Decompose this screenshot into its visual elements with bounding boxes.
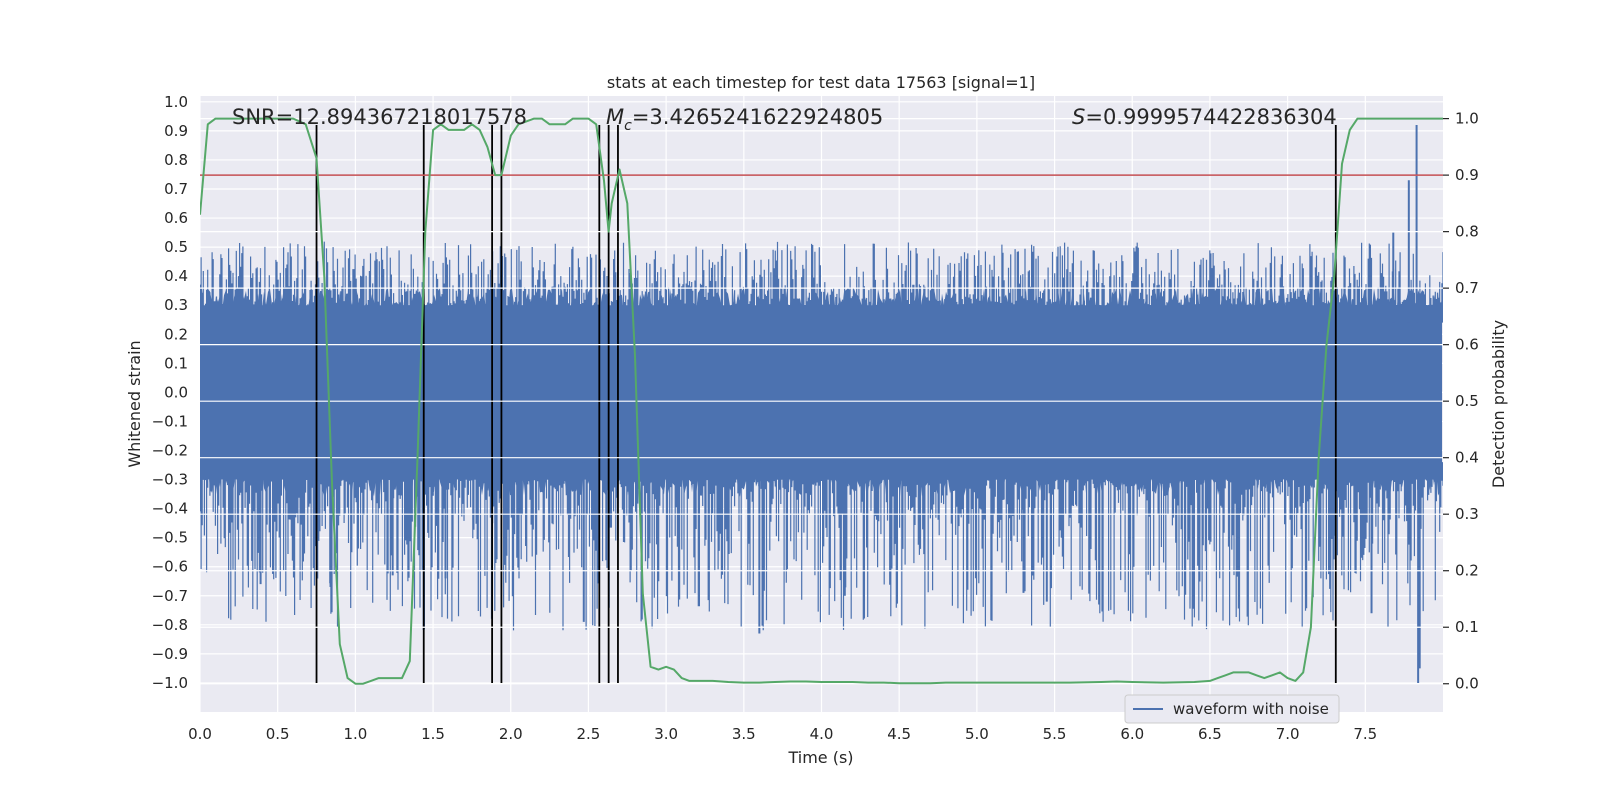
y-left-tick-label: 0.7 <box>164 180 188 198</box>
chirp-mass-subscript: c <box>624 118 632 134</box>
x-tick-label: 6.0 <box>1120 725 1144 743</box>
y-right-axis-label: Detection probability <box>1489 320 1508 488</box>
y-left-tick-label: −0.3 <box>152 471 188 489</box>
chart-title: stats at each timestep for test data 175… <box>607 73 1035 92</box>
y-left-tick-label: −0.6 <box>152 558 188 576</box>
x-tick-label: 6.5 <box>1198 725 1222 743</box>
x-tick-label: 5.5 <box>1043 725 1067 743</box>
y-left-tick-label: 0.4 <box>164 267 188 285</box>
detection-probability-series <box>200 117 1443 685</box>
y-right-axis-ticks: 1.0 0.9 0.8 0.7 0.6 0.5 0.4 0.3 0.2 0.1 0.0 <box>1443 110 1479 693</box>
y-right-tick-label: 0.3 <box>1455 505 1479 523</box>
significance-value: =0.9999574422836304 <box>1085 105 1336 129</box>
x-tick-label: 1.5 <box>421 725 445 743</box>
y-left-tick-label: −0.5 <box>152 529 188 547</box>
x-tick-label: 7.5 <box>1353 725 1377 743</box>
snr-annotation: SNR=12.894367218017578 <box>232 105 527 129</box>
y-left-tick-label: 0.3 <box>164 296 188 314</box>
waveform-negative-spikes <box>200 462 1443 631</box>
y-left-tick-label: 0.2 <box>164 325 188 343</box>
y-right-tick-label: 0.7 <box>1455 279 1479 297</box>
significance-symbol: S <box>1072 105 1085 129</box>
x-axis-label: Time (s) <box>787 748 853 767</box>
chirp-mass-value: =3.4265241622924805 <box>632 105 883 129</box>
waveform-core-band <box>200 287 1442 497</box>
x-tick-label: 0.5 <box>266 725 290 743</box>
y-right-tick-label: 0.4 <box>1455 449 1479 467</box>
y-left-tick-label: 0.0 <box>164 383 188 401</box>
waveform-positive-spikes <box>200 241 1443 323</box>
x-tick-label: 2.5 <box>577 725 601 743</box>
y-left-tick-label: −0.4 <box>152 500 188 518</box>
y-left-tick-label: −0.1 <box>152 412 188 430</box>
y-left-tick-label: 0.8 <box>164 151 188 169</box>
chirp-mass-annotation: Mc=3.4265241622924805 <box>606 105 883 134</box>
x-tick-label: 0.0 <box>188 725 212 743</box>
y-right-tick-label: 0.2 <box>1455 562 1479 580</box>
y-left-tick-label: 0.1 <box>164 354 188 372</box>
legend-box <box>1124 694 1340 724</box>
y-left-tick-label: 1.0 <box>164 93 188 111</box>
waveform-series <box>200 125 1443 683</box>
y-left-tick-label: −1.0 <box>152 674 188 692</box>
y-left-tick-label: 0.9 <box>164 122 188 140</box>
x-tick-label: 3.0 <box>654 725 678 743</box>
chirp-mass-symbol: M <box>606 105 624 129</box>
x-axis-ticks: 0.0 0.5 1.0 1.5 2.0 2.5 3.0 3.5 4.0 4.5 5.0 5.5 6.0 6… <box>188 725 1377 743</box>
y-left-tick-label: −0.9 <box>152 645 188 663</box>
x-tick-label: 4.0 <box>810 725 834 743</box>
y-right-tick-label: 0.9 <box>1455 166 1479 184</box>
y-right-tick-label: 0.6 <box>1455 336 1479 354</box>
y-right-tick-label: 1.0 <box>1455 110 1479 128</box>
x-tick-label: 5.0 <box>965 725 989 743</box>
x-tick-label: 3.5 <box>732 725 756 743</box>
y-left-tick-label: −0.8 <box>152 616 188 634</box>
x-tick-label: 2.0 <box>499 725 523 743</box>
x-tick-label: 1.0 <box>343 725 367 743</box>
y-left-tick-label: −0.2 <box>152 441 188 459</box>
significance-annotation: S=0.9999574422836304 <box>1072 105 1337 129</box>
y-left-tick-label: 0.5 <box>164 238 188 256</box>
y-right-tick-label: 0.5 <box>1455 392 1479 410</box>
y-right-tick-label: 0.1 <box>1455 618 1479 636</box>
x-tick-label: 7.0 <box>1276 725 1300 743</box>
y-left-tick-label: 0.6 <box>164 209 188 227</box>
legend: waveform with noise <box>1124 694 1340 724</box>
legend-label: waveform with noise <box>1173 700 1329 718</box>
y-left-tick-label: −0.7 <box>152 587 188 605</box>
y-left-axis-ticks: 1.0 0.9 0.8 0.7 0.6 0.5 0.4 0.3 0.2 0.1 0.0 −0.1 −0.… <box>152 93 188 692</box>
y-left-axis-label: Whitened strain <box>125 340 144 467</box>
vertical-markers <box>315 125 1337 683</box>
y-right-tick-label: 0.0 <box>1455 675 1479 693</box>
x-tick-label: 4.5 <box>887 725 911 743</box>
y-right-tick-label: 0.8 <box>1455 223 1479 241</box>
